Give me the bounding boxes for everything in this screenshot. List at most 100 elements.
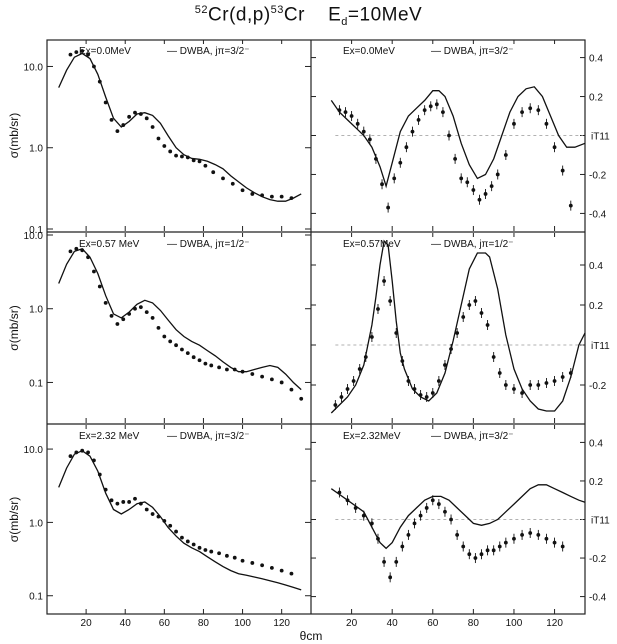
data-point — [367, 137, 372, 142]
data-point — [180, 535, 184, 540]
data-point — [174, 343, 178, 348]
data-point — [376, 536, 380, 541]
data-point — [289, 196, 294, 201]
data-point — [144, 116, 149, 121]
data-point — [520, 533, 524, 537]
panel-top-left — [47, 40, 311, 231]
dwba-legend-label: — DWBA, jπ=3/2⁻ — [167, 46, 249, 57]
data-point — [449, 517, 453, 522]
excitation-energy-label: Ex=0.57 MeV — [79, 239, 140, 250]
data-point — [345, 387, 350, 391]
data-point — [185, 539, 190, 544]
data-point — [156, 136, 161, 141]
data-point — [180, 347, 184, 352]
data-point — [443, 363, 447, 367]
data-point — [477, 197, 482, 202]
y-tick-label: -0.2 — [589, 554, 607, 565]
data-point — [465, 180, 470, 185]
data-point — [374, 156, 378, 161]
x-tick-label: 60 — [427, 618, 439, 629]
excitation-energy-label: Ex=0.57MeV — [343, 239, 401, 250]
data-point — [68, 249, 73, 254]
data-point — [115, 129, 120, 134]
data-point — [269, 377, 274, 382]
x-axis-label: θcm — [300, 629, 323, 643]
x-tick-label: 80 — [468, 618, 480, 629]
dwba-legend-label: — DWBA, jπ=3/2⁻ — [431, 431, 513, 442]
data-point — [343, 110, 348, 115]
data-point — [269, 194, 274, 199]
dwba-curve — [58, 449, 302, 591]
data-point — [211, 170, 216, 175]
data-point — [455, 533, 460, 537]
data-point — [436, 379, 441, 383]
data-point — [560, 168, 565, 173]
data-point — [345, 498, 350, 503]
y-tick-label: 0.4 — [589, 54, 603, 65]
data-point — [485, 548, 490, 553]
data-point — [240, 369, 245, 374]
data-point — [388, 299, 393, 303]
data-point — [86, 450, 90, 455]
panel-middle-left — [47, 233, 311, 423]
data-point — [80, 448, 85, 453]
data-point — [203, 163, 208, 168]
data-point — [174, 153, 178, 158]
data-point — [68, 52, 73, 57]
data-point — [269, 565, 274, 570]
data-point — [382, 559, 386, 564]
data-point — [86, 255, 90, 260]
data-point — [418, 513, 423, 518]
data-point — [382, 279, 386, 283]
data-point — [449, 347, 453, 351]
data-point — [447, 133, 451, 138]
data-point — [162, 334, 167, 339]
data-point — [127, 114, 132, 119]
data-point — [232, 555, 237, 560]
data-point — [536, 108, 541, 113]
data-point — [221, 176, 225, 181]
energy-label: E — [328, 4, 342, 26]
right-axis-label: iT11 — [591, 516, 610, 527]
panel-middle-right: iT11 — [311, 233, 610, 423]
data-point — [560, 544, 565, 549]
data-point — [339, 395, 344, 399]
data-point — [497, 371, 502, 375]
data-point — [127, 500, 132, 504]
data-point — [144, 507, 149, 512]
data-point — [103, 487, 108, 492]
data-point — [97, 472, 102, 477]
y-tick-label: 1.0 — [29, 305, 43, 316]
y-tick-label: 0.1 — [29, 378, 43, 389]
x-tick-label: 20 — [346, 618, 358, 629]
data-point — [491, 548, 496, 553]
excitation-energy-label: Ex=2.32MeV — [343, 431, 401, 442]
data-point — [483, 192, 488, 196]
data-point — [127, 312, 132, 316]
data-point — [97, 284, 102, 289]
data-point — [434, 102, 439, 107]
data-point — [191, 542, 196, 547]
data-point — [74, 50, 79, 55]
data-point — [115, 322, 120, 326]
data-point — [388, 575, 393, 580]
data-point — [121, 123, 126, 127]
data-point — [485, 323, 490, 327]
data-point — [240, 558, 245, 563]
y-tick-label: -0.2 — [589, 381, 607, 392]
data-point — [503, 153, 508, 157]
data-point — [133, 306, 137, 311]
data-point — [560, 375, 565, 379]
data-point — [250, 372, 255, 376]
data-point — [217, 365, 221, 370]
energy-value: =10MeV — [347, 4, 423, 26]
reaction: Cr(d,p) — [208, 4, 271, 26]
data-point — [185, 155, 190, 160]
dwba-legend-label: — DWBA, jπ=3/2⁻ — [431, 46, 513, 57]
data-point — [337, 108, 342, 113]
data-point — [92, 458, 96, 463]
y-tick-label: 1.0 — [29, 518, 43, 529]
data-point — [412, 521, 417, 526]
figure-frame — [46, 39, 586, 615]
